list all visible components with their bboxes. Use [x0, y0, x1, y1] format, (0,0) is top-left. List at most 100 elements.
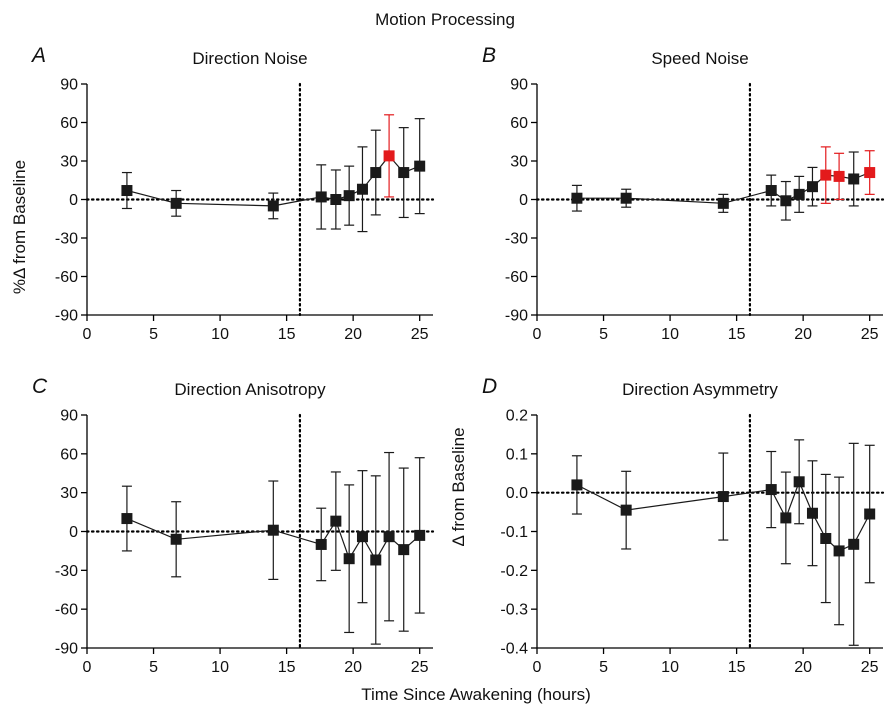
data-point — [806, 507, 818, 519]
x-tick-label: 25 — [861, 326, 879, 343]
data-point — [370, 167, 382, 179]
y-tick-label: 0 — [519, 192, 528, 209]
data-point — [267, 524, 279, 536]
y-tick-label: 0 — [69, 192, 78, 209]
panel-letter: C — [32, 375, 48, 398]
x-tick-label: 25 — [411, 326, 429, 343]
data-point — [414, 160, 426, 172]
x-tick-label: 0 — [83, 659, 92, 676]
y-tick-label: 60 — [60, 115, 78, 132]
x-tick-label: 15 — [278, 326, 296, 343]
data-point — [571, 479, 583, 491]
data-point — [170, 197, 182, 209]
x-tick-label: 5 — [599, 659, 608, 676]
data-point — [370, 554, 382, 566]
data-point — [820, 532, 832, 544]
x-axis-label: Time Since Awakening (hours) — [361, 685, 591, 704]
data-point — [330, 515, 342, 527]
y-tick-label: 0.2 — [506, 408, 528, 425]
y-tick-label: -90 — [55, 308, 78, 325]
data-point — [414, 529, 426, 541]
panel-d: D Direction Asymmetry -0.4 -0.3 -0.2 -0.1 0.0 0… — [482, 375, 885, 676]
x-tick-label: 5 — [149, 326, 158, 343]
x-tick-label: 0 — [533, 659, 542, 676]
y-tick-label: -30 — [55, 231, 78, 248]
x-tick-label: 20 — [794, 326, 812, 343]
data-point — [398, 544, 410, 556]
y-axis-label-top: %Δ from Baseline — [10, 160, 29, 294]
data-point — [848, 538, 860, 550]
data-point — [765, 185, 777, 197]
panel-letter: D — [482, 375, 497, 398]
data-point — [356, 531, 368, 543]
y-tick-label: -0.4 — [500, 641, 528, 658]
data-point — [780, 195, 792, 207]
x-tick-label: 10 — [211, 326, 229, 343]
data-point — [121, 185, 133, 197]
y-tick-label: 90 — [60, 408, 78, 425]
y-tick-label: 30 — [60, 485, 78, 502]
x-tick-label: 15 — [728, 326, 746, 343]
y-tick-label: -30 — [55, 563, 78, 580]
data-point — [383, 531, 395, 543]
x-tick-label: 0 — [533, 326, 542, 343]
y-tick-label: 90 — [510, 77, 528, 94]
data-point — [398, 167, 410, 179]
data-point — [620, 192, 632, 204]
y-tick-label: -0.1 — [500, 524, 528, 541]
data-point — [765, 484, 777, 496]
x-tick-label: 25 — [861, 659, 879, 676]
y-tick-label: 60 — [510, 115, 528, 132]
y-tick-label: -60 — [505, 269, 528, 286]
data-point — [806, 181, 818, 193]
data-point — [833, 545, 845, 557]
data-point — [170, 533, 182, 545]
data-point — [315, 191, 327, 203]
data-point — [848, 173, 860, 185]
y-tick-label: -60 — [55, 602, 78, 619]
panel-title: Direction Noise — [192, 49, 307, 68]
data-point — [780, 512, 792, 524]
panel-title: Direction Anisotropy — [174, 380, 326, 399]
panel-b: B Speed Noise -90 -60 -30 0 30 60 90 0 5 10 15 20 25 — [482, 44, 885, 343]
data-point — [864, 508, 876, 520]
data-point — [620, 504, 632, 516]
panel-c: C Direction Anisotropy -90 -60 -30 0 30 60 90 0 5 1… — [32, 375, 435, 676]
x-tick-label: 5 — [149, 659, 158, 676]
data-point — [833, 170, 845, 182]
data-point — [571, 192, 583, 204]
data-point — [793, 476, 805, 488]
data-point — [864, 167, 876, 179]
y-tick-label: 60 — [60, 446, 78, 463]
y-tick-label: -90 — [55, 641, 78, 658]
y-tick-label: -30 — [505, 231, 528, 248]
y-tick-label: -60 — [55, 269, 78, 286]
y-tick-label: 90 — [60, 77, 78, 94]
data-point — [717, 197, 729, 209]
y-axis-label-bottom: Δ from Baseline — [449, 427, 468, 546]
x-tick-label: 25 — [411, 659, 429, 676]
data-point — [121, 513, 133, 525]
x-tick-label: 10 — [661, 326, 679, 343]
y-tick-label: -90 — [505, 308, 528, 325]
y-tick-label: -0.2 — [500, 563, 528, 580]
data-point — [315, 538, 327, 550]
y-tick-label: 0 — [69, 524, 78, 541]
panel-a: A Direction Noise -90 -60 -30 0 30 60 90 0 5 10 15 20… — [30, 44, 435, 343]
x-tick-label: 10 — [211, 659, 229, 676]
data-point — [267, 200, 279, 212]
data-point — [383, 150, 395, 162]
data-point — [330, 194, 342, 205]
figure-title: Motion Processing — [375, 10, 515, 29]
x-tick-label: 15 — [728, 659, 746, 676]
panel-letter: B — [482, 44, 496, 67]
y-tick-label: -0.3 — [500, 602, 528, 619]
x-tick-label: 5 — [599, 326, 608, 343]
x-tick-label: 10 — [661, 659, 679, 676]
data-point — [793, 188, 805, 200]
data-point — [717, 491, 729, 503]
data-point — [343, 190, 355, 202]
data-point — [820, 169, 832, 181]
panel-letter: A — [30, 44, 46, 67]
